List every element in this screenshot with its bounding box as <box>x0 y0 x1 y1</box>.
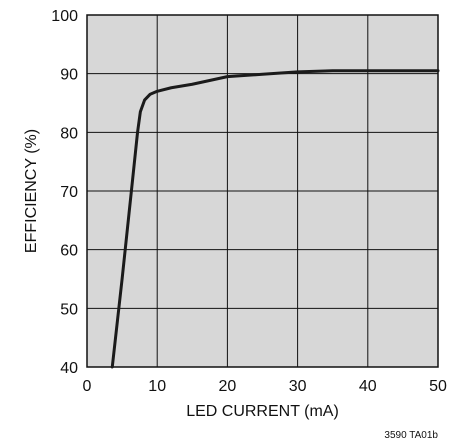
x-tick-label: 40 <box>359 378 377 395</box>
y-tick-label: 80 <box>60 125 78 142</box>
y-tick-label: 60 <box>60 243 78 260</box>
y-tick-label: 90 <box>60 67 78 84</box>
x-tick-label: 20 <box>219 378 237 395</box>
x-axis-label: LED CURRENT (mA) <box>186 403 339 420</box>
tick-labels: 0 10 20 30 40 50 40 50 60 70 80 90 100 <box>51 8 447 395</box>
x-tick-label: 0 <box>83 378 92 395</box>
y-tick-label: 70 <box>60 184 78 201</box>
plot-frame <box>86 14 439 368</box>
y-tick-label: 50 <box>60 301 78 318</box>
x-tick-label: 10 <box>148 378 166 395</box>
grid-lines <box>87 15 438 367</box>
x-tick-label: 50 <box>429 378 447 395</box>
x-tick-label: 30 <box>289 378 307 395</box>
figure-id: 3590 TA01b <box>384 430 438 441</box>
efficiency-curve <box>110 69 440 369</box>
y-axis-label: EFFICIENCY (%) <box>23 129 40 253</box>
y-tick-label: 100 <box>51 8 78 25</box>
y-tick-label: 40 <box>60 360 78 377</box>
